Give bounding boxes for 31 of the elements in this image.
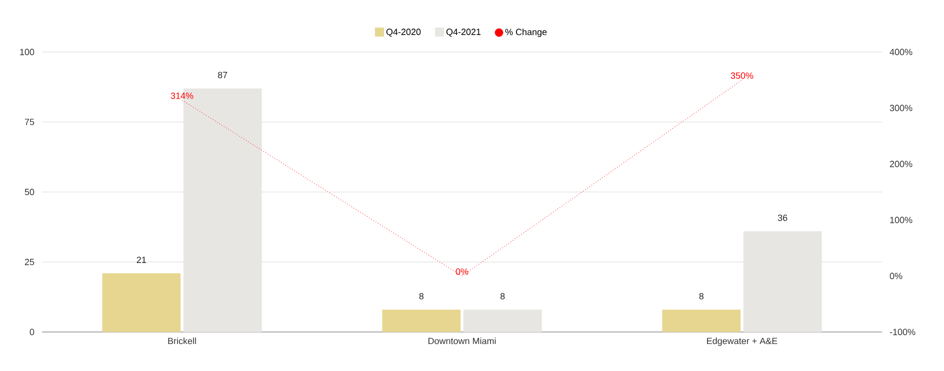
- y-tick-label: 100: [20, 48, 34, 56]
- data-label: 36: [778, 214, 788, 221]
- data-label: 87: [218, 72, 228, 78]
- y-tick-label: 0: [30, 328, 34, 336]
- data-label: 314%: [170, 92, 194, 99]
- y2-tick-label: 0%: [890, 272, 902, 280]
- legend-label: Q4-2020: [386, 28, 421, 37]
- y2-tick-label: 400%: [890, 48, 912, 56]
- data-label: 21: [136, 256, 146, 263]
- y2-tick-label: 100%: [890, 216, 912, 224]
- data-label: 8: [500, 293, 505, 300]
- bar: [382, 310, 461, 332]
- x-tick-label: Downtown Miami: [428, 338, 496, 344]
- y-tick-label: 75: [24, 118, 34, 126]
- y-tick-label: 50: [24, 188, 34, 196]
- data-label: 8: [419, 293, 424, 300]
- bar: [463, 310, 542, 332]
- bar: [102, 273, 181, 332]
- y-tick-label: 25: [24, 258, 34, 266]
- x-tick-label: Edgewater + A&E: [707, 338, 778, 346]
- legend-label: % Change: [505, 28, 547, 37]
- data-label: 350%: [730, 72, 754, 79]
- bar: [743, 231, 822, 332]
- data-label: 8: [699, 293, 704, 300]
- y2-tick-label: -100%: [890, 328, 916, 336]
- x-tick-label: Brickell: [168, 338, 196, 344]
- bar: [662, 310, 741, 332]
- y2-tick-label: 200%: [890, 160, 912, 168]
- legend-label: Q4-2021: [446, 28, 481, 37]
- y2-tick-label: 300%: [890, 104, 912, 112]
- data-label: 0%: [456, 268, 468, 275]
